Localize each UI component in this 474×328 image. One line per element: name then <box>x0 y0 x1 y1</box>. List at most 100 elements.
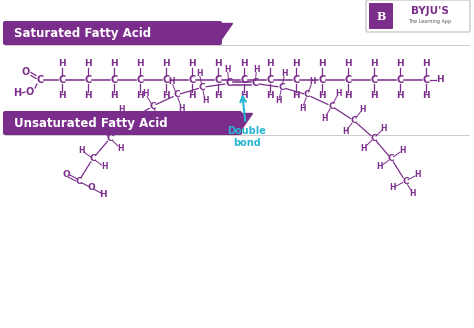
Text: H: H <box>396 92 404 100</box>
Text: C: C <box>266 75 273 85</box>
Text: H: H <box>143 89 149 98</box>
Text: H: H <box>390 183 396 192</box>
Text: H: H <box>266 59 274 69</box>
Text: O: O <box>26 87 34 97</box>
Text: H: H <box>422 59 430 69</box>
Text: BYJU'S: BYJU'S <box>411 6 449 16</box>
Text: H: H <box>178 104 185 113</box>
Polygon shape <box>238 113 252 133</box>
Text: H: H <box>282 69 288 78</box>
Text: C: C <box>292 75 300 85</box>
FancyBboxPatch shape <box>369 3 393 29</box>
Text: H: H <box>117 144 123 153</box>
FancyBboxPatch shape <box>3 21 222 45</box>
Text: H: H <box>100 190 107 199</box>
Text: C: C <box>173 91 180 99</box>
Text: H: H <box>253 65 260 74</box>
Text: H: H <box>344 59 352 69</box>
Text: C: C <box>402 177 409 186</box>
Text: C: C <box>319 75 326 85</box>
Text: H: H <box>359 105 365 114</box>
Text: H: H <box>188 59 196 69</box>
Text: H: H <box>266 92 274 100</box>
Text: O: O <box>87 183 95 192</box>
Text: C: C <box>214 75 222 85</box>
Text: C: C <box>90 154 96 163</box>
Text: H: H <box>240 92 248 100</box>
Text: H: H <box>162 92 170 100</box>
Text: H: H <box>309 77 316 86</box>
Text: H: H <box>399 146 406 155</box>
Text: H: H <box>414 170 421 179</box>
Text: C: C <box>163 75 170 85</box>
Text: C: C <box>84 75 91 85</box>
Text: C: C <box>396 75 404 85</box>
Text: H: H <box>275 96 282 106</box>
Text: H: H <box>110 92 118 100</box>
Text: H: H <box>240 59 248 69</box>
Text: C: C <box>388 154 394 163</box>
Text: C: C <box>137 75 144 85</box>
Text: H: H <box>377 162 383 171</box>
Text: C: C <box>345 75 352 85</box>
Text: H: H <box>136 127 142 136</box>
Text: H: H <box>58 92 66 100</box>
Text: C: C <box>240 75 247 85</box>
Text: H: H <box>321 114 328 123</box>
Text: H: H <box>196 69 202 78</box>
Text: H: H <box>344 92 352 100</box>
Text: H: H <box>370 59 378 69</box>
Text: H: H <box>101 162 108 171</box>
Text: H: H <box>299 104 306 113</box>
Text: H: H <box>335 89 342 98</box>
Text: O: O <box>63 170 70 179</box>
Text: H: H <box>13 88 21 98</box>
Text: H: H <box>58 59 66 69</box>
Text: H: H <box>136 59 144 69</box>
Text: H: H <box>292 59 300 69</box>
Text: Unsaturated Fatty Acid: Unsaturated Fatty Acid <box>14 116 168 130</box>
Text: H: H <box>381 124 387 133</box>
Polygon shape <box>218 23 232 43</box>
Text: H: H <box>318 92 326 100</box>
Text: H: H <box>78 146 85 155</box>
Text: H: H <box>318 59 326 69</box>
Text: C: C <box>199 83 206 92</box>
Text: H: H <box>110 59 118 69</box>
Text: H: H <box>214 92 222 100</box>
Text: H: H <box>396 59 404 69</box>
Text: C: C <box>149 102 156 111</box>
FancyBboxPatch shape <box>366 0 470 32</box>
Text: O: O <box>22 67 30 77</box>
Text: H: H <box>202 96 209 106</box>
Text: C: C <box>351 116 357 125</box>
Text: H: H <box>436 75 444 85</box>
Text: H: H <box>361 144 367 153</box>
Text: Saturated Fatty Acid: Saturated Fatty Acid <box>14 27 151 39</box>
Text: C: C <box>371 134 377 143</box>
Text: C: C <box>107 134 113 143</box>
Text: H: H <box>292 92 300 100</box>
Text: H: H <box>84 59 92 69</box>
Text: H: H <box>136 92 144 100</box>
Text: C: C <box>370 75 378 85</box>
Text: H: H <box>169 77 175 86</box>
Text: H: H <box>342 127 349 136</box>
Text: C: C <box>75 177 82 186</box>
Text: H: H <box>214 59 222 69</box>
Text: H: H <box>410 189 416 197</box>
Text: H: H <box>118 105 125 114</box>
Text: C: C <box>127 116 134 125</box>
Text: H: H <box>84 92 92 100</box>
Text: C: C <box>278 83 285 92</box>
Text: B: B <box>376 10 386 22</box>
Text: C: C <box>110 75 118 85</box>
Text: H: H <box>156 114 163 123</box>
Text: C: C <box>225 78 232 89</box>
Text: C: C <box>58 75 65 85</box>
Text: The Learning App: The Learning App <box>409 18 452 24</box>
Text: H: H <box>162 59 170 69</box>
FancyBboxPatch shape <box>3 111 242 135</box>
Text: C: C <box>328 102 335 111</box>
Text: Double
bond: Double bond <box>228 96 266 148</box>
